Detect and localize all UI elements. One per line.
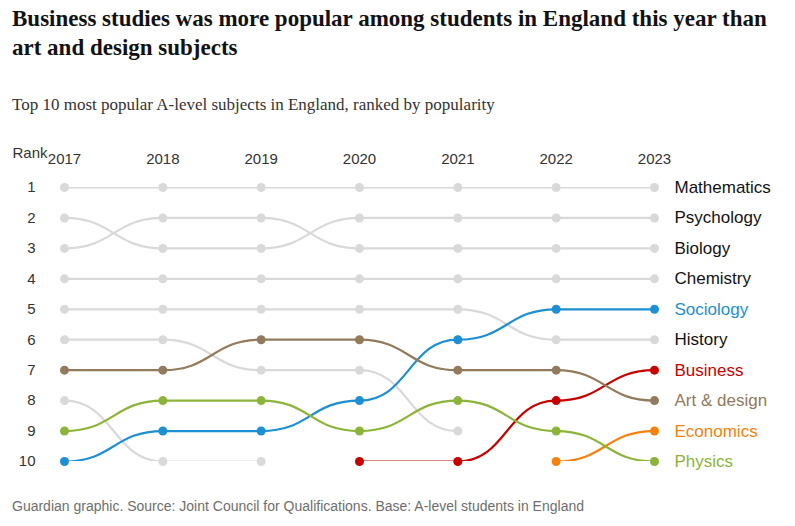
svg-text:2019: 2019 bbox=[244, 150, 277, 167]
html-text:Business studies was more popu: Business studies was more popular among … bbox=[12, 6, 767, 60]
html-text:Guardian graphic. Source: Join: Guardian graphic. Source: Joint Council … bbox=[12, 498, 584, 514]
svg-text:2021: 2021 bbox=[441, 150, 474, 167]
svg-text:2: 2 bbox=[27, 209, 35, 226]
svg-text:Business: Business bbox=[675, 361, 744, 380]
svg-text:2018: 2018 bbox=[146, 150, 179, 167]
svg-text:5: 5 bbox=[27, 300, 35, 317]
svg-text:2020: 2020 bbox=[343, 150, 376, 167]
svg-text:History: History bbox=[675, 330, 728, 349]
svg-text:4: 4 bbox=[27, 270, 35, 287]
svg-text:10: 10 bbox=[19, 452, 36, 469]
svg-text:Sociology: Sociology bbox=[675, 300, 749, 319]
svg-text:1: 1 bbox=[27, 178, 35, 195]
svg-text:6: 6 bbox=[27, 331, 35, 348]
svg-text:9: 9 bbox=[27, 422, 35, 439]
svg-text:2022: 2022 bbox=[539, 150, 572, 167]
svg-text:2017: 2017 bbox=[48, 150, 81, 167]
svg-text:Physics: Physics bbox=[675, 452, 734, 471]
svg-text:7: 7 bbox=[27, 361, 35, 378]
svg-text:8: 8 bbox=[27, 391, 35, 408]
svg-text:Rank: Rank bbox=[13, 144, 49, 161]
svg-text:Mathematics: Mathematics bbox=[675, 178, 771, 197]
svg-text:3: 3 bbox=[27, 239, 35, 256]
svg-text:Psychology: Psychology bbox=[675, 208, 762, 227]
html-text:Top 10 most popular A-level su: Top 10 most popular A-level subjects in … bbox=[12, 95, 495, 114]
svg-text:2023: 2023 bbox=[638, 150, 671, 167]
svg-text:Economics: Economics bbox=[675, 421, 758, 440]
svg-text:Art & design: Art & design bbox=[675, 391, 768, 410]
svg-text:Chemistry: Chemistry bbox=[675, 269, 752, 288]
svg-text:Biology: Biology bbox=[675, 239, 731, 258]
